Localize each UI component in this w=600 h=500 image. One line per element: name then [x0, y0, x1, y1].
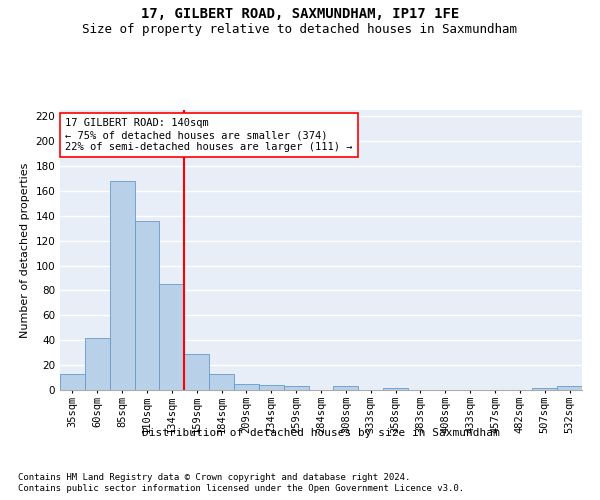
- Bar: [383, 388, 408, 390]
- Bar: [532, 388, 557, 390]
- Bar: [134, 221, 160, 390]
- Text: Distribution of detached houses by size in Saxmundham: Distribution of detached houses by size …: [142, 428, 500, 438]
- Text: 17 GILBERT ROAD: 140sqm
← 75% of detached houses are smaller (374)
22% of semi-d: 17 GILBERT ROAD: 140sqm ← 75% of detache…: [65, 118, 353, 152]
- Text: 17, GILBERT ROAD, SAXMUNDHAM, IP17 1FE: 17, GILBERT ROAD, SAXMUNDHAM, IP17 1FE: [141, 8, 459, 22]
- Bar: [284, 386, 308, 390]
- Bar: [259, 385, 284, 390]
- Bar: [85, 338, 110, 390]
- Bar: [557, 386, 582, 390]
- Bar: [184, 354, 209, 390]
- Bar: [209, 374, 234, 390]
- Bar: [334, 386, 358, 390]
- Bar: [160, 284, 184, 390]
- Text: Contains HM Land Registry data © Crown copyright and database right 2024.: Contains HM Land Registry data © Crown c…: [18, 472, 410, 482]
- Bar: [60, 374, 85, 390]
- Text: Contains public sector information licensed under the Open Government Licence v3: Contains public sector information licen…: [18, 484, 464, 493]
- Bar: [110, 181, 134, 390]
- Bar: [234, 384, 259, 390]
- Y-axis label: Number of detached properties: Number of detached properties: [20, 162, 30, 338]
- Text: Size of property relative to detached houses in Saxmundham: Size of property relative to detached ho…: [83, 22, 517, 36]
